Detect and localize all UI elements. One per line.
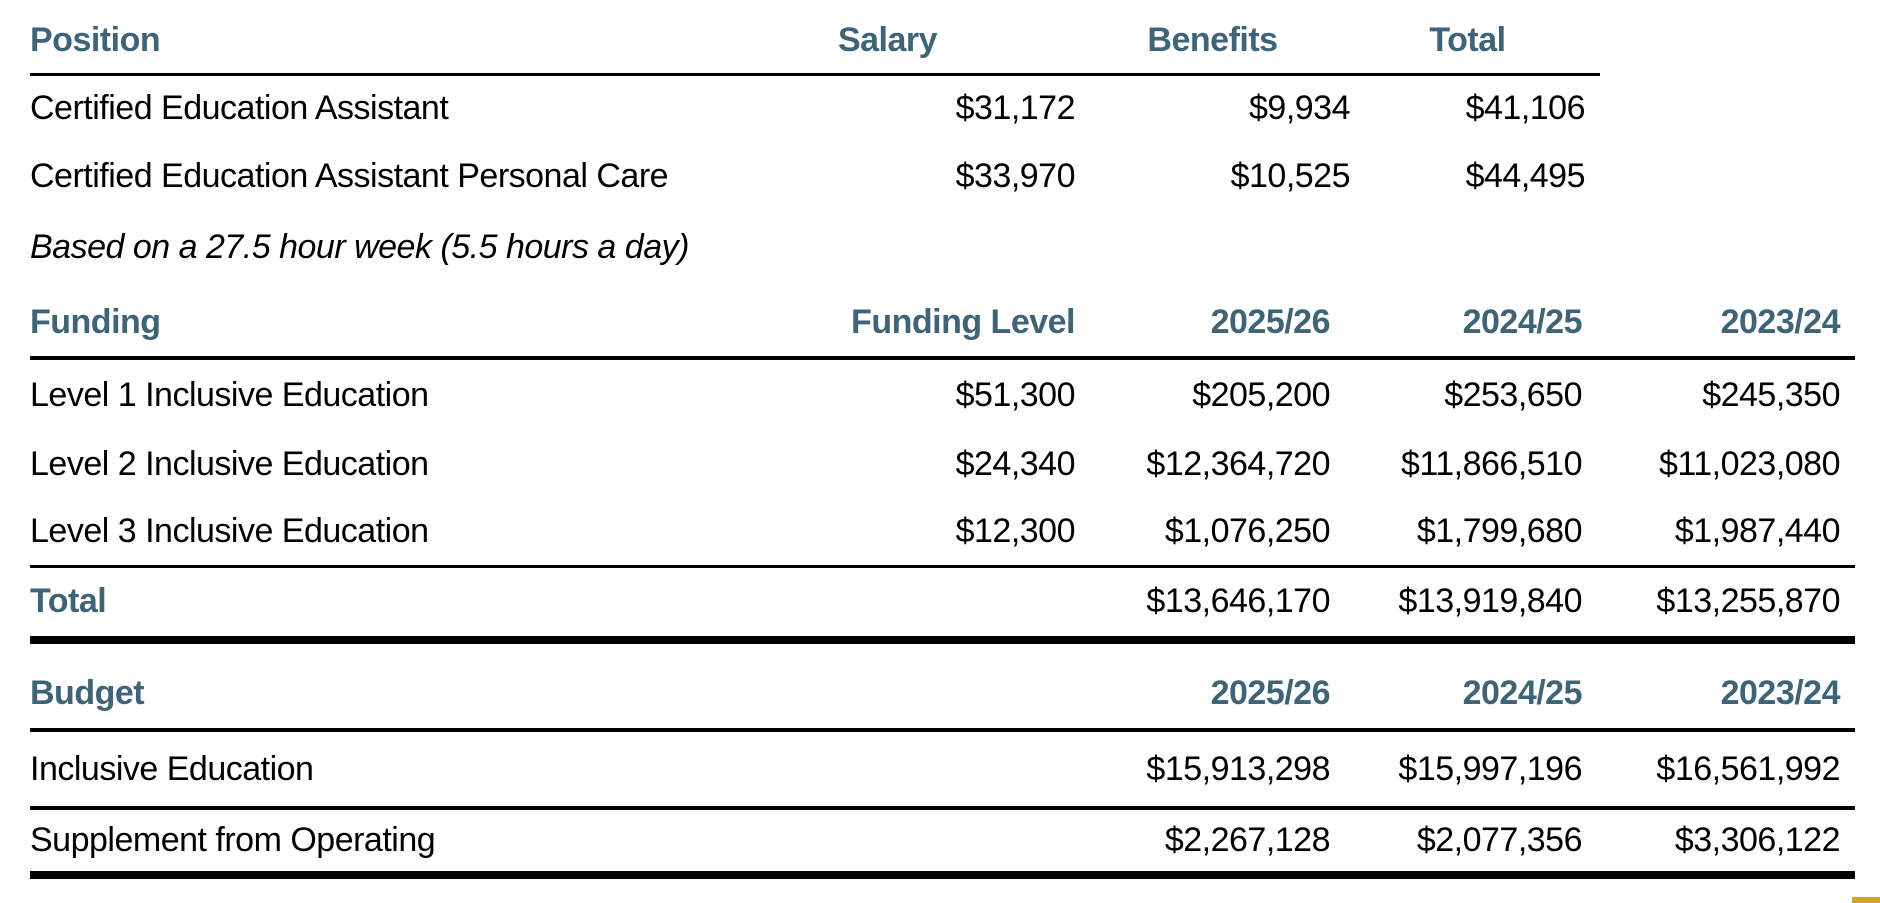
year-2025-26-column-header: 2025/26 [1075,658,1331,732]
budget-label: Inclusive Education [30,730,1075,810]
total-value: $44,495 [1465,156,1586,195]
funding-level-value: $12,300 [700,498,1076,568]
year-2024-25-column-header: 2024/25 [1330,658,1583,732]
funding-header-row: Funding Funding Level 2025/26 2024/25 20… [30,288,1855,360]
position-table: Position Salary Benefits Total Certified… [30,8,1600,285]
table-row: Certified Education Assistant Personal C… [30,142,1600,210]
year-2023-24-value: $3,306,122 [1582,808,1855,879]
year-2025-26-value: $12,364,720 [1146,445,1330,483]
table-row: Supplement from Operating $2,267,128 $2,… [30,808,1855,879]
year-2024-25-value: $2,077,356 [1330,808,1583,879]
year-2024-25-total: $13,919,840 [1330,566,1583,644]
year-2024-25-column-header: 2024/25 [1330,288,1583,360]
table-row: Inclusive Education $15,913,298 $15,997,… [30,730,1855,810]
table-row: Level 2 Inclusive Education $24,340 $12,… [30,431,1855,498]
total-value: $41,106 [1465,89,1586,128]
year-2024-25-value: $1,799,680 [1330,498,1583,568]
position-label: Certified Education Assistant Personal C… [30,156,669,195]
total-row-label: Total [30,566,1075,644]
year-2025-26-value: $205,200 [1192,376,1330,414]
year-2023-24-value: $16,561,992 [1582,730,1855,810]
year-2025-26-column-header: 2025/26 [1075,288,1331,360]
budget-label: Supplement from Operating [30,808,1075,879]
funding-level-value: $51,300 [955,376,1076,414]
note-row: Based on a 27.5 hour week (5.5 hours a d… [30,210,1600,285]
salary-value: $33,970 [955,156,1076,195]
year-2024-25-value: $11,866,510 [1400,445,1583,483]
funding-label: Level 2 Inclusive Education [30,445,429,483]
year-2023-24-total: $13,255,870 [1582,566,1855,644]
year-2024-25-value: $15,997,196 [1330,730,1583,810]
benefits-value: $9,934 [1249,89,1351,128]
benefits-column-header: Benefits [1075,8,1350,76]
funding-table: Funding Funding Level 2025/26 2024/25 20… [30,288,1855,644]
year-2025-26-value: $1,076,250 [1075,498,1331,568]
funding-column-header: Funding [30,288,700,360]
budget-table: Budget 2025/26 2024/25 2023/24 Inclusive… [30,658,1855,879]
year-2025-26-value: $2,267,128 [1075,808,1331,879]
funding-total-row: Total $13,646,170 $13,919,840 $13,255,87… [30,566,1855,644]
budget-column-header: Budget [30,658,1075,732]
salary-column-header: Salary [700,8,1075,76]
hours-note: Based on a 27.5 hour week (5.5 hours a d… [30,228,689,266]
position-column-header: Position [30,8,700,76]
year-2023-24-column-header: 2023/24 [1582,288,1855,360]
funding-label: Level 3 Inclusive Education [30,498,700,568]
gold-corner-mark [1852,897,1880,903]
funding-level-column-header: Funding Level [700,288,1076,360]
budget-header-row: Budget 2025/26 2024/25 2023/24 [30,658,1855,732]
funding-label: Level 1 Inclusive Education [30,376,429,414]
year-2023-24-value: $11,023,080 [1658,445,1841,483]
position-label: Certified Education Assistant [30,89,449,128]
benefits-value: $10,525 [1230,156,1351,195]
salary-value: $31,172 [955,89,1076,128]
year-2025-26-total: $13,646,170 [1075,566,1331,644]
total-column-header: Total [1350,8,1600,76]
year-2023-24-value: $1,987,440 [1582,498,1855,568]
table-row: Level 1 Inclusive Education $51,300 $205… [30,358,1855,431]
table-row: Level 3 Inclusive Education $12,300 $1,0… [30,498,1855,568]
table-row: Certified Education Assistant $31,172 $9… [30,74,1600,142]
year-2025-26-value: $15,913,298 [1075,730,1331,810]
year-2023-24-value: $245,350 [1702,376,1840,414]
funding-level-value: $24,340 [955,445,1076,483]
position-header-row: Position Salary Benefits Total [30,8,1600,76]
year-2023-24-column-header: 2023/24 [1582,658,1855,732]
year-2024-25-value: $253,650 [1444,376,1582,414]
